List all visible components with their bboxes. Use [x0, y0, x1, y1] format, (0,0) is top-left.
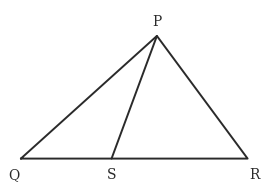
Text: R: R	[249, 168, 260, 182]
Text: S: S	[107, 168, 116, 182]
Text: P: P	[152, 15, 162, 29]
Text: Q: Q	[8, 168, 20, 182]
